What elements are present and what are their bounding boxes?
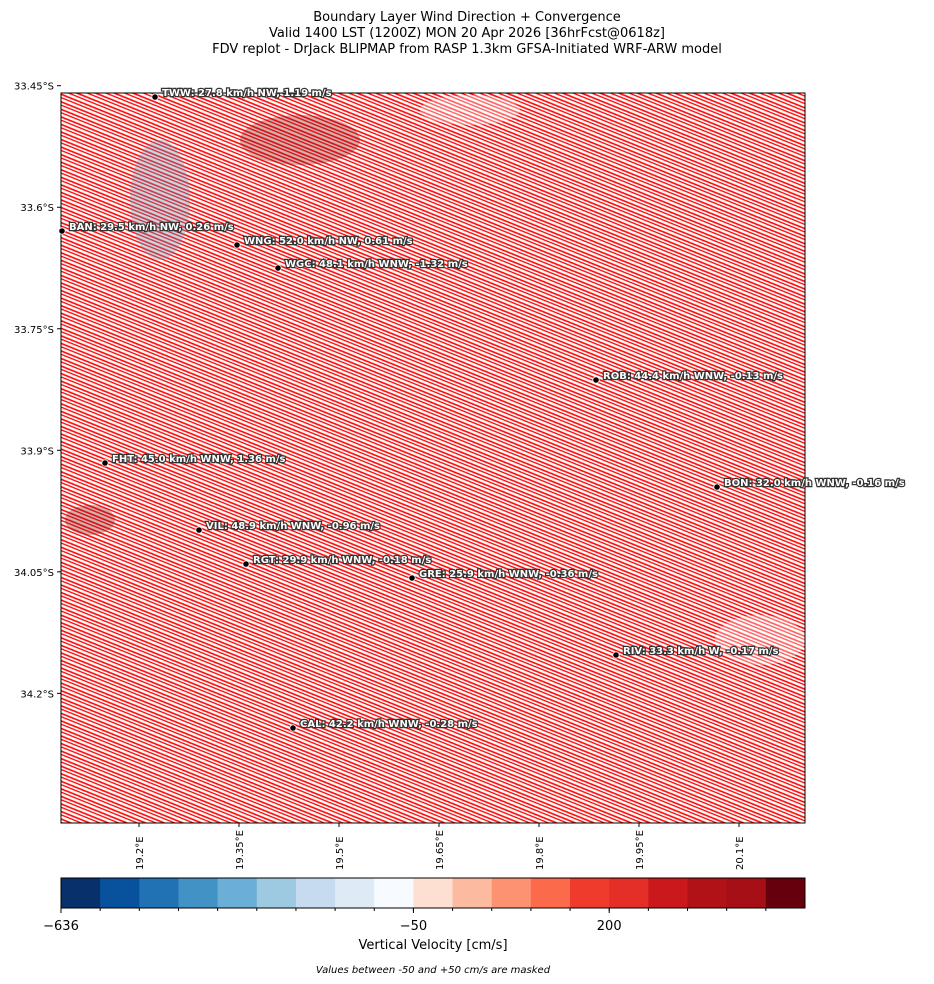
axes: 33.45°S 33.6°S 33.75°S 33.9°S 34.05°S 34.2°S 1… <box>14 82 746 870</box>
colorbar-swatch <box>452 878 493 908</box>
wind-field <box>61 93 805 823</box>
colorbar-swatch <box>178 878 219 908</box>
colorbar-swatch <box>217 878 258 908</box>
station-label: FHT: 45.0 km/h WNW, 1.36 m/s <box>112 454 286 465</box>
colorbar-swatch <box>765 878 806 908</box>
colorbar-swatch <box>61 878 101 908</box>
x-tick-label: 19.95°E <box>635 830 646 870</box>
title-block: Boundary Layer Wind Direction + Converge… <box>212 10 722 57</box>
y-tick-label: 34.05°S <box>14 568 54 579</box>
y-tick-label: 33.6°S <box>20 203 54 214</box>
colorbar-swatch <box>648 878 689 908</box>
shading <box>65 95 805 665</box>
station-label: CAL: 42.2 km/h WNW, -0.28 m/s <box>300 719 478 730</box>
station-dot <box>612 651 620 659</box>
y-tick-label: 33.9°S <box>20 446 54 457</box>
colorbar-tick-label: −636 <box>43 919 79 934</box>
station-label: BON: 32.0 km/h WNW, -0.16 m/s <box>724 478 905 489</box>
station-dot <box>233 241 241 249</box>
station-dot <box>592 376 600 384</box>
colorbar-swatch <box>139 878 179 908</box>
x-tick-label: 19.2°E <box>135 836 146 870</box>
stations: TWW: 27.8 km/h NW, 1.19 m/s BAN: 29.5 km/… <box>58 87 906 732</box>
colorbar-swatch <box>687 878 728 908</box>
colorbar-swatch <box>374 878 414 908</box>
colorbar-tick-label: 200 <box>597 919 622 934</box>
colorbar-swatch <box>570 878 610 908</box>
colorbar-swatch <box>609 878 649 908</box>
title-line: Boundary Layer Wind Direction + Converge… <box>313 10 621 25</box>
colorbar-swatch <box>335 878 375 908</box>
station-label: WNG: 52.0 km/h NW, 0.61 m/s <box>244 236 413 247</box>
colorbar-swatch <box>491 878 532 908</box>
colorbar: −636 −50 200 Vertical Velocity [cm/s] Values… <box>43 877 806 976</box>
colorbar-swatch <box>726 878 767 908</box>
station-dot <box>713 483 721 491</box>
station-label: ROB: 44.4 km/h WNW, -0.13 m/s <box>603 371 783 382</box>
x-tick-label: 19.35°E <box>235 830 246 870</box>
x-tick-label: 19.8°E <box>535 836 546 870</box>
colorbar-swatch <box>295 878 336 908</box>
station-dot <box>289 724 297 732</box>
x-tick-label: 19.65°E <box>435 830 446 870</box>
station-label: RIV: 33.3 km/h W, -0.17 m/s <box>623 646 779 657</box>
y-tick-label: 33.75°S <box>14 325 54 336</box>
colorbar-swatch <box>413 878 454 908</box>
title-line: Valid 1400 LST (1200Z) MON 20 Apr 2026 [… <box>269 26 665 41</box>
colorbar-swatch <box>530 878 571 908</box>
colorbar-tick-label: −50 <box>400 919 427 934</box>
footnote: Values between -50 and +50 cm/s are mask… <box>316 965 551 976</box>
map-frame <box>60 92 806 824</box>
station-label: RGT: 29.9 km/h WNW, -0.18 m/s <box>253 555 431 566</box>
x-tick-label: 19.5°E <box>335 836 346 870</box>
station-label: WGC: 48.1 km/h WNW, -1.32 m/s <box>285 259 468 270</box>
station-dot <box>408 574 416 582</box>
station-dot <box>101 459 109 467</box>
colorbar-swatch <box>256 878 297 908</box>
station-dot <box>242 560 250 568</box>
station-label: GRE: 25.9 km/h WNW, -0.36 m/s <box>419 569 598 580</box>
colorbar-swatch <box>100 878 140 908</box>
station-label: BAN: 29.5 km/h NW, 0.26 m/s <box>69 222 234 233</box>
y-tick-label: 34.2°S <box>20 689 54 700</box>
station-dot <box>58 227 66 235</box>
colorbar-label: Vertical Velocity [cm/s] <box>358 938 507 953</box>
colorbar-frame <box>60 877 806 909</box>
station-label: TWW: 27.8 km/h NW, 1.19 m/s <box>162 88 332 99</box>
station-dot <box>195 526 203 534</box>
y-tick-label: 33.45°S <box>14 82 54 93</box>
station-dot <box>151 93 159 101</box>
title-line: FDV replot - DrJack BLIPMAP from RASP 1.… <box>212 42 722 57</box>
x-tick-label: 20.1°E <box>735 836 746 870</box>
station-label: VIL: 48.9 km/h WNW, -0.96 m/s <box>206 521 380 532</box>
station-dot <box>274 264 282 272</box>
